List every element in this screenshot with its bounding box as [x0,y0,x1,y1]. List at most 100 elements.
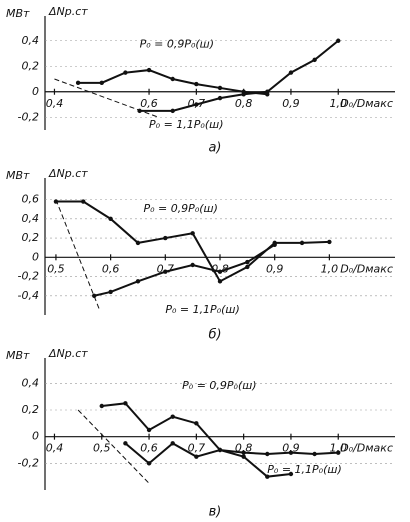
x-tick-label: 0,9 [282,97,300,110]
point [265,451,270,457]
y-tick-label: 0 [32,85,39,98]
point [265,89,270,94]
x-tick-label: 0,4 [46,442,64,455]
point [241,454,246,459]
point [194,421,199,426]
caption: б) [208,328,221,343]
series-line [124,442,339,465]
y-tick-label: -0,2 [18,110,39,123]
point [163,269,168,274]
point [108,216,113,222]
point [108,289,113,295]
dashed-line [55,199,101,311]
point [163,235,168,241]
point [194,81,199,87]
x-tick-label: 0,7 [157,262,175,275]
point [99,403,104,409]
y-label: ΔNр.ст [48,167,88,180]
x-tick-label: 1,0 [329,442,347,455]
x-tick-label: 0,7 [188,442,206,455]
point [327,239,332,245]
series-label: P₀ = 0,9P₀(ш) [143,202,217,215]
y-tick-label: -0,2 [18,270,39,283]
x-tick-label: 1,0 [329,97,347,110]
point [336,38,341,43]
point [146,67,152,73]
x-tick-label: 0,6 [102,262,120,275]
y-unit: МВт [6,169,30,182]
x-tick-label: 0,6 [140,442,158,455]
caption: в) [209,505,222,520]
x-tick-label: 0,9 [282,442,300,455]
y-unit: МВт [6,7,30,20]
point [217,95,223,101]
point [288,450,294,455]
series-label: P₀ = 1,1P₀(ш) [267,463,341,476]
y-tick-label: -0,2 [18,456,39,469]
point [245,264,250,270]
point [245,259,250,265]
x-label: D₀/Dмакс [340,262,393,275]
point [272,242,277,248]
x-label: D₀/Dмакс [340,97,393,110]
series-line [78,69,268,96]
point [135,240,141,246]
point [217,85,223,91]
point [92,293,97,298]
point [99,80,104,86]
x-tick-label: 0,6 [140,97,158,110]
point [170,76,175,82]
point [146,427,152,433]
series-label: P₀ = 1,1P₀(ш) [149,118,223,131]
series-label: P₀ = 0,9P₀(ш) [182,379,256,392]
y-label: ΔNр.ст [48,347,88,360]
y-tick-label: 0,2 [22,231,40,244]
series-label: P₀ = 1,1P₀(ш) [165,303,239,316]
point [190,262,195,268]
point [170,441,175,446]
x-tick-label: 0,8 [235,97,253,110]
point [336,450,341,455]
y-unit: МВт [6,349,30,362]
point [123,441,128,446]
point [217,279,223,284]
point [75,80,81,86]
point [81,199,86,204]
point [146,461,152,466]
x-label: D₀/Dмакс [340,442,393,455]
y-tick-label: 0,2 [22,403,40,416]
point [123,70,128,75]
point [170,108,175,114]
point [288,70,294,75]
x-tick-label: 0,4 [46,97,64,110]
point [288,471,294,477]
point [299,240,305,246]
x-tick-label: 1,0 [321,262,339,275]
y-tick-label: 0,2 [22,59,40,72]
point [170,414,175,419]
y-label: ΔNр.ст [48,5,88,18]
y-tick-label: 0,4 [22,376,40,389]
point [312,451,317,457]
point [194,454,199,459]
point [217,269,223,274]
y-tick-label: 0 [32,250,39,263]
x-tick-label: 0,5 [47,262,65,275]
point [217,447,223,453]
y-tick-label: -0,4 [18,289,39,302]
point [194,102,199,107]
series-label: P₀ = 0,9P₀(ш) [140,38,214,51]
dashed-line [54,78,159,118]
point [135,279,141,284]
y-tick-label: 0,4 [22,212,40,225]
series-line [101,402,292,478]
y-tick-label: 0,4 [22,34,40,47]
caption: а) [208,141,221,156]
point [190,231,195,236]
point [123,401,128,406]
point [241,92,246,97]
x-tick-label: 0,9 [266,262,284,275]
series-line [93,243,276,297]
point [312,57,317,63]
